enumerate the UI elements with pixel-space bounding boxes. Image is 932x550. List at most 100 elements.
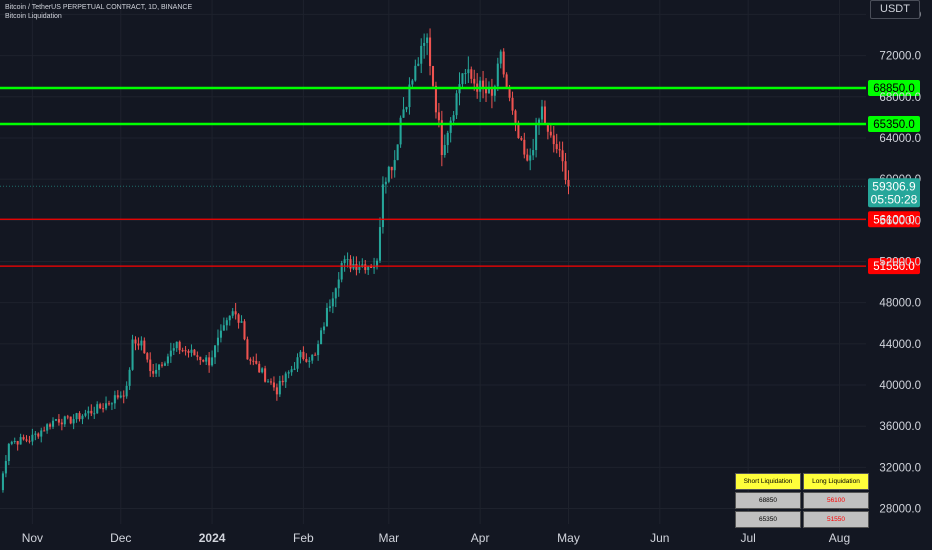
candle-body xyxy=(255,360,258,364)
price-level-tag xyxy=(868,80,920,97)
candle-body xyxy=(517,122,520,138)
y-axis-tick-label: 68000.0 xyxy=(879,92,921,104)
candle-body xyxy=(10,441,13,444)
candle-body xyxy=(376,260,379,268)
price-level-label: 51550.0 xyxy=(873,261,915,273)
candle-body xyxy=(552,135,555,145)
short-liquidation-header: Short Liquidation xyxy=(735,473,801,490)
candle-body xyxy=(567,179,570,187)
candle-body xyxy=(473,78,476,84)
candle-body xyxy=(499,51,502,64)
candle-body xyxy=(57,419,60,423)
candle-body xyxy=(110,403,113,405)
x-axis-tick-label: Dec xyxy=(110,531,131,545)
candle-body xyxy=(370,266,373,268)
candle-body xyxy=(443,145,446,156)
candle-body xyxy=(261,368,264,373)
candle-body xyxy=(302,351,305,359)
candle-body xyxy=(122,395,125,397)
candle-body xyxy=(487,88,490,94)
candle-body xyxy=(293,368,296,370)
candle-body xyxy=(334,288,337,299)
y-axis-tick-label: 72000.0 xyxy=(879,51,921,63)
candle-body xyxy=(160,364,164,366)
candle-body xyxy=(452,115,455,121)
candle-body xyxy=(146,353,149,360)
candle-body xyxy=(496,63,499,87)
x-axis-tick-label: May xyxy=(557,531,580,545)
candle-body xyxy=(437,112,440,121)
candle-body xyxy=(143,340,146,354)
candle-body xyxy=(258,363,261,373)
candle-body xyxy=(402,109,405,118)
candle-body xyxy=(275,387,278,395)
candle-body xyxy=(461,73,464,85)
candle-body xyxy=(140,340,143,346)
candle-body xyxy=(502,51,505,75)
y-axis-tick-label: 48000.0 xyxy=(879,298,921,310)
long-liquidation-value: 51550 xyxy=(803,511,869,528)
candle-body xyxy=(22,437,25,440)
candle-body xyxy=(322,326,326,331)
candle-body xyxy=(90,410,93,414)
candle-body xyxy=(125,385,128,397)
table-row: 68850 56100 xyxy=(735,492,869,509)
candle-body xyxy=(434,85,437,113)
candle-body xyxy=(193,349,196,356)
candle-body xyxy=(99,404,102,409)
candle-body xyxy=(51,420,55,427)
y-axis-tick-label: 44000.0 xyxy=(879,339,921,351)
candle-body xyxy=(417,63,420,66)
candle-body xyxy=(40,430,43,437)
candle-body xyxy=(243,321,246,340)
candle-body xyxy=(31,434,34,442)
candle-body xyxy=(328,306,331,308)
candle-body xyxy=(399,117,402,145)
candle-body xyxy=(561,150,564,162)
candle-body xyxy=(493,86,496,96)
currency-selector[interactable]: USDT xyxy=(870,0,920,19)
candle-body xyxy=(396,144,399,161)
candle-body xyxy=(343,259,346,264)
candle-body xyxy=(49,424,52,427)
candle-body xyxy=(564,161,567,180)
candle-body xyxy=(137,343,140,346)
candle-body xyxy=(455,93,458,116)
countdown-label: 05:50:28 xyxy=(871,192,918,206)
candle-body xyxy=(479,80,482,92)
candle-body xyxy=(482,80,485,88)
candle-body xyxy=(181,350,184,352)
candle-body xyxy=(490,88,493,96)
candle-body xyxy=(311,354,314,361)
candle-body xyxy=(529,155,532,161)
candle-body xyxy=(449,120,452,133)
candle-body xyxy=(355,263,358,270)
candle-body xyxy=(93,413,96,415)
x-axis-tick-label: Jun xyxy=(650,531,669,545)
candle-body xyxy=(13,440,16,442)
y-axis-tick-label: 56000.0 xyxy=(879,215,921,227)
candle-body xyxy=(78,413,81,420)
candle-body xyxy=(87,410,90,414)
candle-body xyxy=(358,266,361,270)
candle-body xyxy=(523,139,526,155)
candle-body xyxy=(378,227,382,261)
candle-body xyxy=(75,413,78,420)
x-axis-tick-label: Jul xyxy=(741,531,756,545)
short-liquidation-value: 68850 xyxy=(735,492,801,509)
candle-body xyxy=(211,357,214,366)
candle-body xyxy=(535,123,538,151)
candle-body xyxy=(54,419,57,421)
symbol-title: Bitcoin / TetherUS PERPETUAL CONTRACT, 1… xyxy=(5,4,193,11)
candle-body xyxy=(543,106,546,125)
candle-body xyxy=(107,403,111,405)
candle-body xyxy=(119,395,122,398)
candle-body xyxy=(228,315,231,321)
candle-body xyxy=(69,416,72,424)
candle-body xyxy=(464,73,467,75)
y-axis-tick-label: 36000.0 xyxy=(879,421,921,433)
candle-body xyxy=(467,69,470,74)
candle-body xyxy=(331,298,334,307)
indicator-title: Bitcoin Liquidation xyxy=(5,13,62,20)
